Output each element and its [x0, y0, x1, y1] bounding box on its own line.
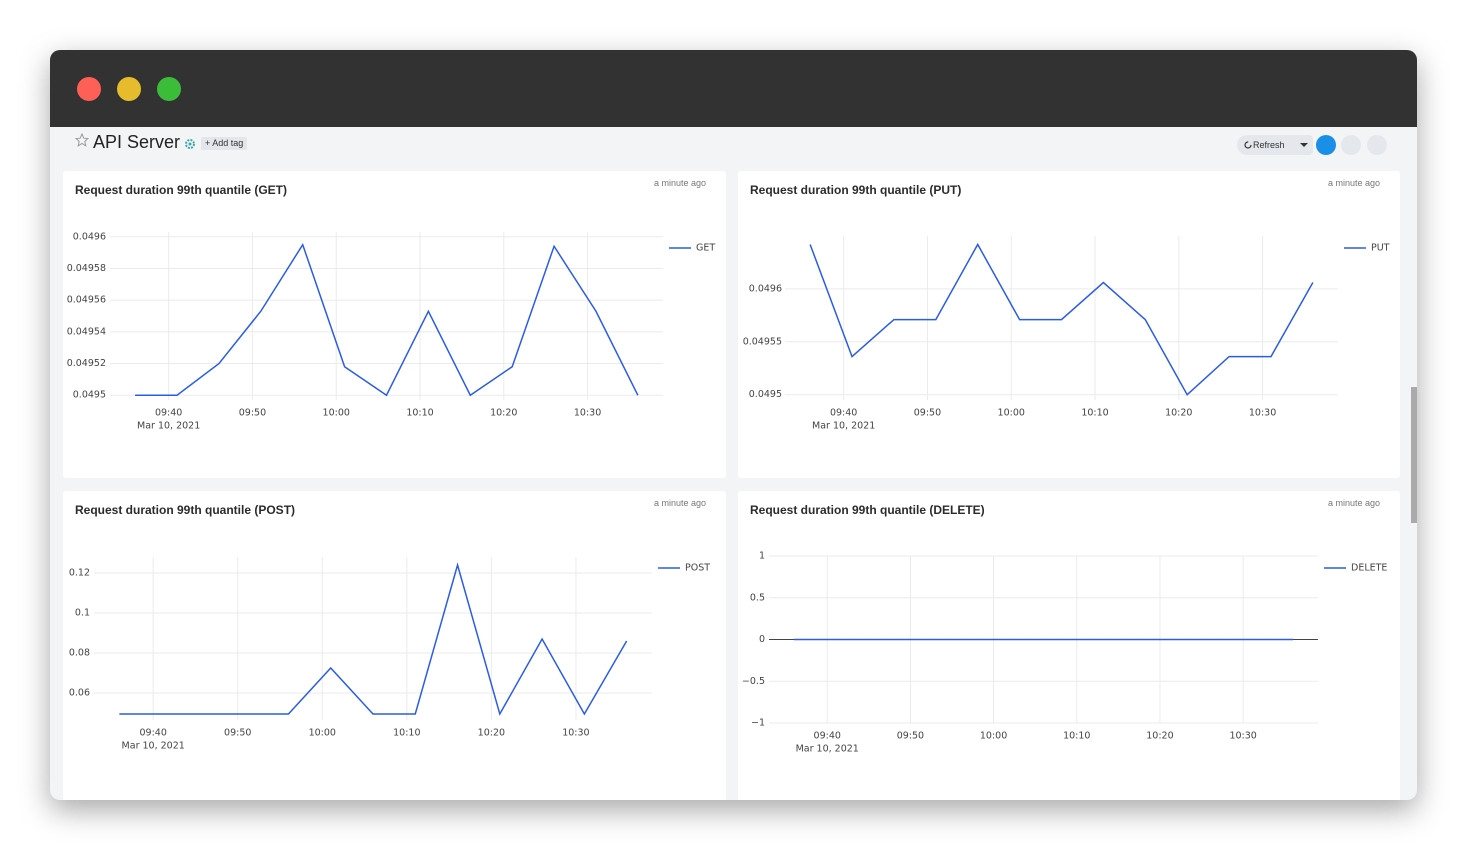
legend-label: GET	[696, 243, 715, 254]
x-date-label: Mar 10, 2021	[812, 421, 875, 432]
updated-time: a minute ago	[1327, 178, 1380, 188]
x-tick-label: 10:00	[980, 731, 1007, 742]
legend-label: PUT	[1371, 243, 1390, 254]
x-date-label: Mar 10, 2021	[137, 421, 200, 432]
updated-time: a minute ago	[653, 178, 706, 188]
chart: 0.06 0.08 0.1 0.12 09:40 09:50 10:00 10:10 10:20…	[69, 557, 710, 752]
x-tick-label: 10:20	[1146, 731, 1173, 742]
chart: 0.0495 0.04952 0.04954 0.04956 0.04958 0.0496…	[67, 231, 716, 432]
gear-icon[interactable]	[184, 138, 196, 150]
share-button[interactable]	[1341, 135, 1361, 155]
x-tick-label: 10:10	[406, 408, 433, 419]
dashboard-title: API Server	[93, 132, 181, 152]
x-tick-label: 10:00	[309, 728, 336, 739]
chart-panel: 0.0495 0.04952 0.04954 0.04956 0.04958 0.0496…	[63, 171, 726, 478]
refresh-button[interactable]: Refresh	[1237, 135, 1313, 155]
close-button[interactable]	[77, 77, 101, 101]
chart-panel: −1 −0.5 0 0.5 1 09:40 09:50 10:00 10:10 10:20 10:3…	[738, 491, 1400, 800]
refresh-label: Refresh	[1253, 140, 1285, 150]
y-tick-label: 0.04958	[67, 263, 106, 274]
series-line	[809, 242, 1314, 396]
x-tick-label: 10:20	[478, 728, 505, 739]
add-tag-button[interactable]: + Add tag	[201, 137, 248, 150]
chart-panel: 0.0495 0.04955 0.0496 09:40 09:50 10:00 10:10 1…	[738, 171, 1400, 478]
y-tick-label: 0.5	[750, 592, 765, 603]
legend-label: DELETE	[1351, 563, 1387, 574]
chart: 0.0495 0.04955 0.0496 09:40 09:50 10:00 10:10 1…	[743, 236, 1390, 432]
maximize-button[interactable]	[157, 77, 181, 101]
y-tick-label: 0.04952	[67, 358, 106, 369]
y-tick-label: 0	[759, 634, 765, 645]
x-tick-label: 10:00	[323, 408, 350, 419]
star-icon[interactable]	[75, 133, 89, 147]
x-tick-label: 10:10	[1063, 731, 1090, 742]
panel-title: Request duration 99th quantile (PUT)	[750, 183, 962, 197]
legend-label: POST	[685, 563, 710, 574]
updated-time: a minute ago	[653, 498, 706, 508]
panel-title: Request duration 99th quantile (DELETE)	[750, 503, 985, 517]
y-tick-label: 0.0495	[749, 389, 782, 400]
y-tick-label: 0.06	[69, 688, 90, 699]
fullscreen-button[interactable]	[1316, 135, 1336, 155]
x-tick-label: 09:40	[139, 728, 166, 739]
x-tick-label: 09:50	[224, 728, 251, 739]
y-tick-label: −0.5	[742, 676, 765, 687]
dashboard-header: API Server + Add tag Refresh	[62, 130, 1388, 160]
x-tick-label: 10:20	[1165, 408, 1192, 419]
window: API Server + Add tag Refresh 0.0495 0.049…	[50, 50, 1417, 800]
more-button[interactable]	[1367, 135, 1387, 155]
refresh-icon	[1244, 141, 1252, 149]
chart-panel: 0.06 0.08 0.1 0.12 09:40 09:50 10:00 10:10 10:20…	[63, 491, 726, 800]
y-tick-label: −1	[751, 718, 765, 729]
y-tick-label: 0.0495	[73, 390, 106, 401]
x-tick-label: 10:10	[1081, 408, 1108, 419]
x-tick-label: 09:50	[914, 408, 941, 419]
x-tick-label: 09:50	[239, 408, 266, 419]
minimize-button[interactable]	[117, 77, 141, 101]
y-tick-label: 0.1	[75, 608, 90, 619]
x-tick-label: 09:40	[155, 408, 182, 419]
y-tick-label: 0.0496	[73, 231, 106, 242]
x-date-label: Mar 10, 2021	[796, 744, 859, 755]
panel-title: Request duration 99th quantile (POST)	[75, 503, 296, 517]
x-tick-label: 10:30	[1249, 408, 1276, 419]
y-tick-label: 0.0496	[749, 283, 782, 294]
series-line	[135, 242, 639, 397]
x-tick-label: 10:30	[574, 408, 601, 419]
title-bar	[50, 50, 1417, 127]
dropdown-icon[interactable]	[1300, 143, 1308, 148]
y-tick-label: 1	[759, 551, 765, 562]
x-tick-label: 10:10	[393, 728, 420, 739]
x-tick-label: 09:40	[814, 731, 841, 742]
chart: −1 −0.5 0 0.5 1 09:40 09:50 10:00 10:10 10:20 10:3…	[742, 551, 1388, 755]
y-tick-label: 0.08	[69, 648, 90, 659]
x-tick-label: 10:00	[998, 408, 1025, 419]
x-tick-label: 09:40	[830, 408, 857, 419]
y-tick-label: 0.04956	[67, 295, 106, 306]
x-date-label: Mar 10, 2021	[122, 741, 185, 752]
series-line	[119, 562, 628, 716]
y-tick-label: 0.04954	[67, 326, 106, 337]
scrollbar[interactable]	[1411, 387, 1417, 523]
y-tick-label: 0.04955	[743, 336, 782, 347]
x-tick-label: 10:30	[562, 728, 589, 739]
panel-title: Request duration 99th quantile (GET)	[75, 183, 288, 197]
updated-time: a minute ago	[1327, 498, 1380, 508]
x-tick-label: 09:50	[897, 731, 924, 742]
x-tick-label: 10:20	[490, 408, 517, 419]
x-tick-label: 10:30	[1229, 731, 1256, 742]
y-tick-label: 0.12	[69, 568, 90, 579]
